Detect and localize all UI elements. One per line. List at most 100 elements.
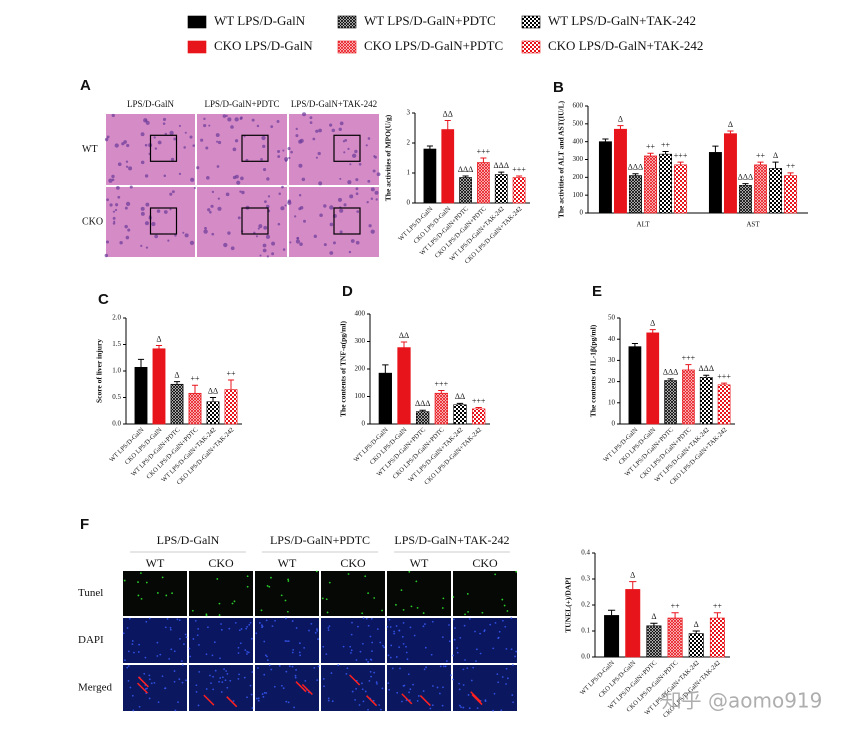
- cell: [268, 585, 271, 588]
- cell: [449, 674, 452, 677]
- cell: [497, 681, 500, 684]
- significance-label: +++: [435, 379, 449, 388]
- cell: [231, 602, 234, 605]
- cell: [153, 681, 156, 684]
- nucleus: [264, 200, 267, 204]
- significance-label: ΔΔΔ: [628, 163, 643, 172]
- error-bar: [191, 384, 199, 394]
- error-bar: [607, 609, 616, 616]
- cell: [368, 679, 371, 682]
- cell: [322, 678, 325, 680]
- nucleus: [358, 162, 362, 166]
- cell: [462, 684, 465, 686]
- cell: [406, 658, 409, 661]
- nucleus: [207, 208, 211, 212]
- cell: [239, 642, 242, 645]
- cell: [502, 619, 504, 622]
- nucleus: [114, 143, 119, 148]
- cell: [220, 623, 222, 625]
- cell: [373, 671, 376, 674]
- significance-label: ++: [190, 374, 200, 383]
- cell: [164, 687, 167, 690]
- error-bar: [632, 173, 639, 176]
- nucleus: [298, 163, 303, 168]
- nucleus: [116, 185, 120, 190]
- cell: [475, 648, 478, 651]
- nucleus: [239, 117, 243, 120]
- cell: [431, 620, 434, 623]
- cell: [178, 678, 181, 681]
- nucleus: [119, 241, 123, 245]
- nucleus: [236, 180, 241, 185]
- nucleus: [105, 240, 110, 244]
- zoom-box: [241, 207, 269, 235]
- nucleus: [355, 187, 359, 191]
- cell: [349, 645, 352, 648]
- nucleus: [347, 147, 350, 150]
- cell: [431, 685, 434, 687]
- cell: [198, 644, 200, 646]
- cell: [393, 630, 396, 633]
- significance-label: ++: [713, 602, 723, 611]
- bar: [784, 175, 798, 214]
- error-bar: [685, 364, 692, 370]
- cell: [381, 609, 383, 612]
- cell: [251, 707, 254, 709]
- cell: [350, 633, 353, 636]
- y-tick-label: 0.0: [581, 653, 590, 661]
- nucleus: [140, 206, 145, 211]
- cell: [412, 683, 414, 686]
- y-tick-label: 10: [608, 398, 616, 406]
- nucleus: [111, 113, 115, 118]
- cell: [402, 608, 405, 611]
- cell: [212, 688, 215, 691]
- nucleus: [267, 195, 271, 198]
- cell: [156, 592, 159, 594]
- nucleus: [182, 231, 185, 234]
- cell: [288, 665, 291, 668]
- cell: [304, 680, 307, 682]
- nucleus: [240, 176, 244, 181]
- cell: [327, 627, 330, 629]
- cell: [442, 597, 445, 600]
- cell: [322, 645, 325, 648]
- cell: [467, 694, 470, 696]
- cell: [266, 659, 269, 662]
- zoom-box: [149, 134, 178, 162]
- cell: [246, 696, 248, 699]
- nucleus: [125, 201, 131, 206]
- row-label: CKO: [82, 216, 103, 227]
- cell: [258, 622, 261, 624]
- cell: [510, 617, 513, 619]
- cell: [299, 654, 302, 657]
- cell: [367, 708, 369, 711]
- nucleus: [104, 253, 109, 258]
- cell: [137, 651, 140, 653]
- cell: [298, 642, 301, 645]
- cell: [303, 646, 306, 649]
- error-bar: [772, 161, 779, 169]
- nucleus: [114, 208, 118, 212]
- cell: [263, 673, 266, 676]
- nucleus: [113, 220, 116, 223]
- nucleus: [205, 146, 209, 150]
- nucleus: [284, 159, 288, 162]
- cell: [398, 629, 401, 632]
- cell: [268, 664, 271, 667]
- cell: [424, 646, 427, 649]
- y-tick-label: 0: [362, 420, 366, 428]
- nucleus: [294, 215, 297, 218]
- cell: [246, 650, 249, 653]
- nucleus: [277, 222, 281, 226]
- nucleus: [217, 206, 222, 211]
- cell: [197, 628, 200, 630]
- cell: [387, 654, 390, 657]
- cell: [180, 660, 183, 662]
- cell: [197, 704, 200, 707]
- cell: [195, 684, 198, 687]
- cell: [410, 605, 413, 608]
- arrow: [349, 674, 361, 686]
- nucleus: [302, 112, 307, 117]
- cell: [179, 638, 181, 640]
- cell: [409, 626, 412, 629]
